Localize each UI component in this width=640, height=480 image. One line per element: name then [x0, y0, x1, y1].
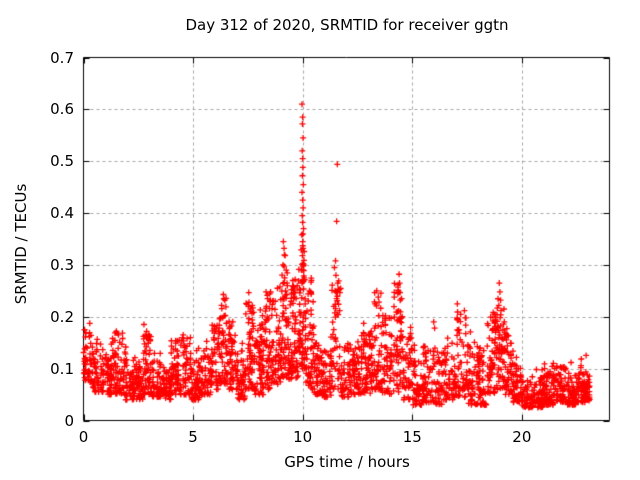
x-tick-label: 5 — [188, 428, 198, 446]
plot-area — [84, 58, 610, 421]
y-tick-label: 0.6 — [50, 100, 74, 119]
y-tick-label: 0.2 — [50, 307, 74, 326]
chart-title: Day 312 of 2020, SRMTID for receiver ggt… — [185, 16, 509, 34]
y-tick-label: 0.5 — [50, 152, 74, 171]
x-axis-label: GPS time / hours — [284, 453, 410, 471]
y-tick-label: 0.4 — [50, 204, 74, 223]
y-tick-label: 0.1 — [50, 359, 74, 378]
x-tick-label: 15 — [402, 428, 422, 446]
x-tick-label: 20 — [512, 428, 532, 446]
y-tick-label: 0.3 — [50, 255, 74, 274]
y-tick-label: 0.7 — [50, 48, 74, 67]
y-tick-label: 0 — [64, 411, 74, 430]
x-tick-label: 10 — [293, 428, 313, 446]
x-tick-label: 0 — [78, 428, 89, 446]
